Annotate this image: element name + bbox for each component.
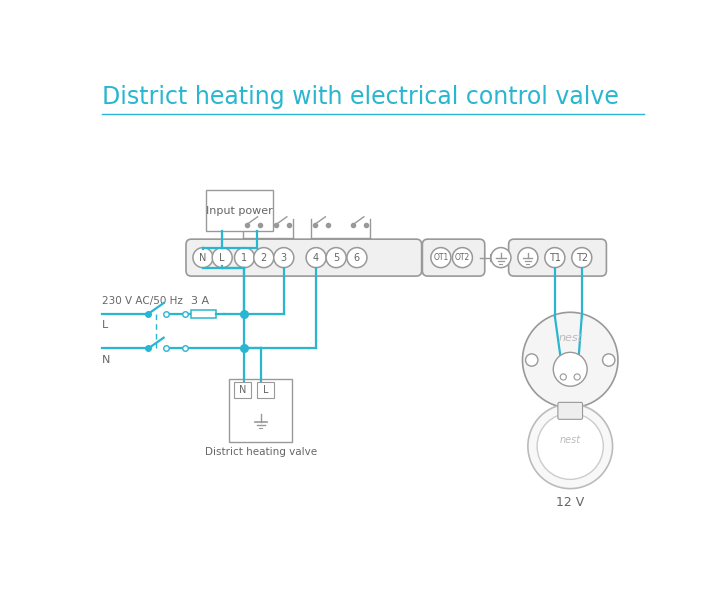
Text: L: L (263, 385, 268, 395)
FancyBboxPatch shape (186, 239, 422, 276)
Circle shape (571, 248, 592, 268)
Circle shape (431, 248, 451, 268)
Circle shape (212, 248, 232, 268)
FancyBboxPatch shape (558, 402, 582, 419)
FancyBboxPatch shape (422, 239, 485, 276)
Text: 4: 4 (313, 252, 319, 263)
Circle shape (528, 404, 612, 489)
Circle shape (545, 248, 565, 268)
FancyBboxPatch shape (257, 383, 274, 398)
Text: 6: 6 (354, 252, 360, 263)
Circle shape (491, 248, 511, 268)
Circle shape (347, 248, 367, 268)
Circle shape (518, 248, 538, 268)
FancyBboxPatch shape (234, 383, 250, 398)
FancyBboxPatch shape (229, 378, 292, 442)
Circle shape (537, 413, 604, 479)
Text: 5: 5 (333, 252, 339, 263)
Text: T1: T1 (549, 252, 561, 263)
Text: N: N (199, 252, 207, 263)
Text: Input power: Input power (206, 206, 273, 216)
Circle shape (523, 312, 618, 407)
Text: OT2: OT2 (455, 253, 470, 262)
Text: OT1: OT1 (433, 253, 448, 262)
Text: 230 V AC/50 Hz: 230 V AC/50 Hz (102, 296, 183, 306)
Text: nest: nest (558, 333, 582, 343)
Text: N: N (102, 355, 111, 365)
Text: T2: T2 (576, 252, 587, 263)
FancyBboxPatch shape (509, 239, 606, 276)
FancyBboxPatch shape (191, 310, 216, 318)
Text: 1: 1 (242, 252, 248, 263)
Text: District heating valve: District heating valve (205, 447, 317, 457)
Text: 12 V: 12 V (556, 497, 585, 509)
FancyBboxPatch shape (206, 190, 273, 232)
Text: 2: 2 (261, 252, 267, 263)
Circle shape (193, 248, 213, 268)
Circle shape (326, 248, 346, 268)
Text: L: L (219, 252, 225, 263)
Circle shape (561, 374, 566, 380)
Text: 3 A: 3 A (191, 296, 210, 306)
Circle shape (234, 248, 255, 268)
Circle shape (452, 248, 472, 268)
Text: District heating with electrical control valve: District heating with electrical control… (102, 85, 619, 109)
Circle shape (254, 248, 274, 268)
Text: L: L (102, 320, 108, 330)
Text: N: N (239, 385, 246, 395)
Circle shape (603, 354, 615, 366)
Circle shape (274, 248, 294, 268)
Circle shape (306, 248, 326, 268)
Circle shape (574, 374, 580, 380)
Circle shape (553, 352, 587, 386)
Circle shape (526, 354, 538, 366)
Text: nest: nest (560, 435, 581, 445)
Text: 3: 3 (281, 252, 287, 263)
